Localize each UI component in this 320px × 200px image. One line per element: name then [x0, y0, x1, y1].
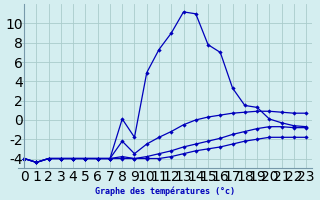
X-axis label: Graphe des températures (°c): Graphe des températures (°c)	[95, 186, 235, 196]
